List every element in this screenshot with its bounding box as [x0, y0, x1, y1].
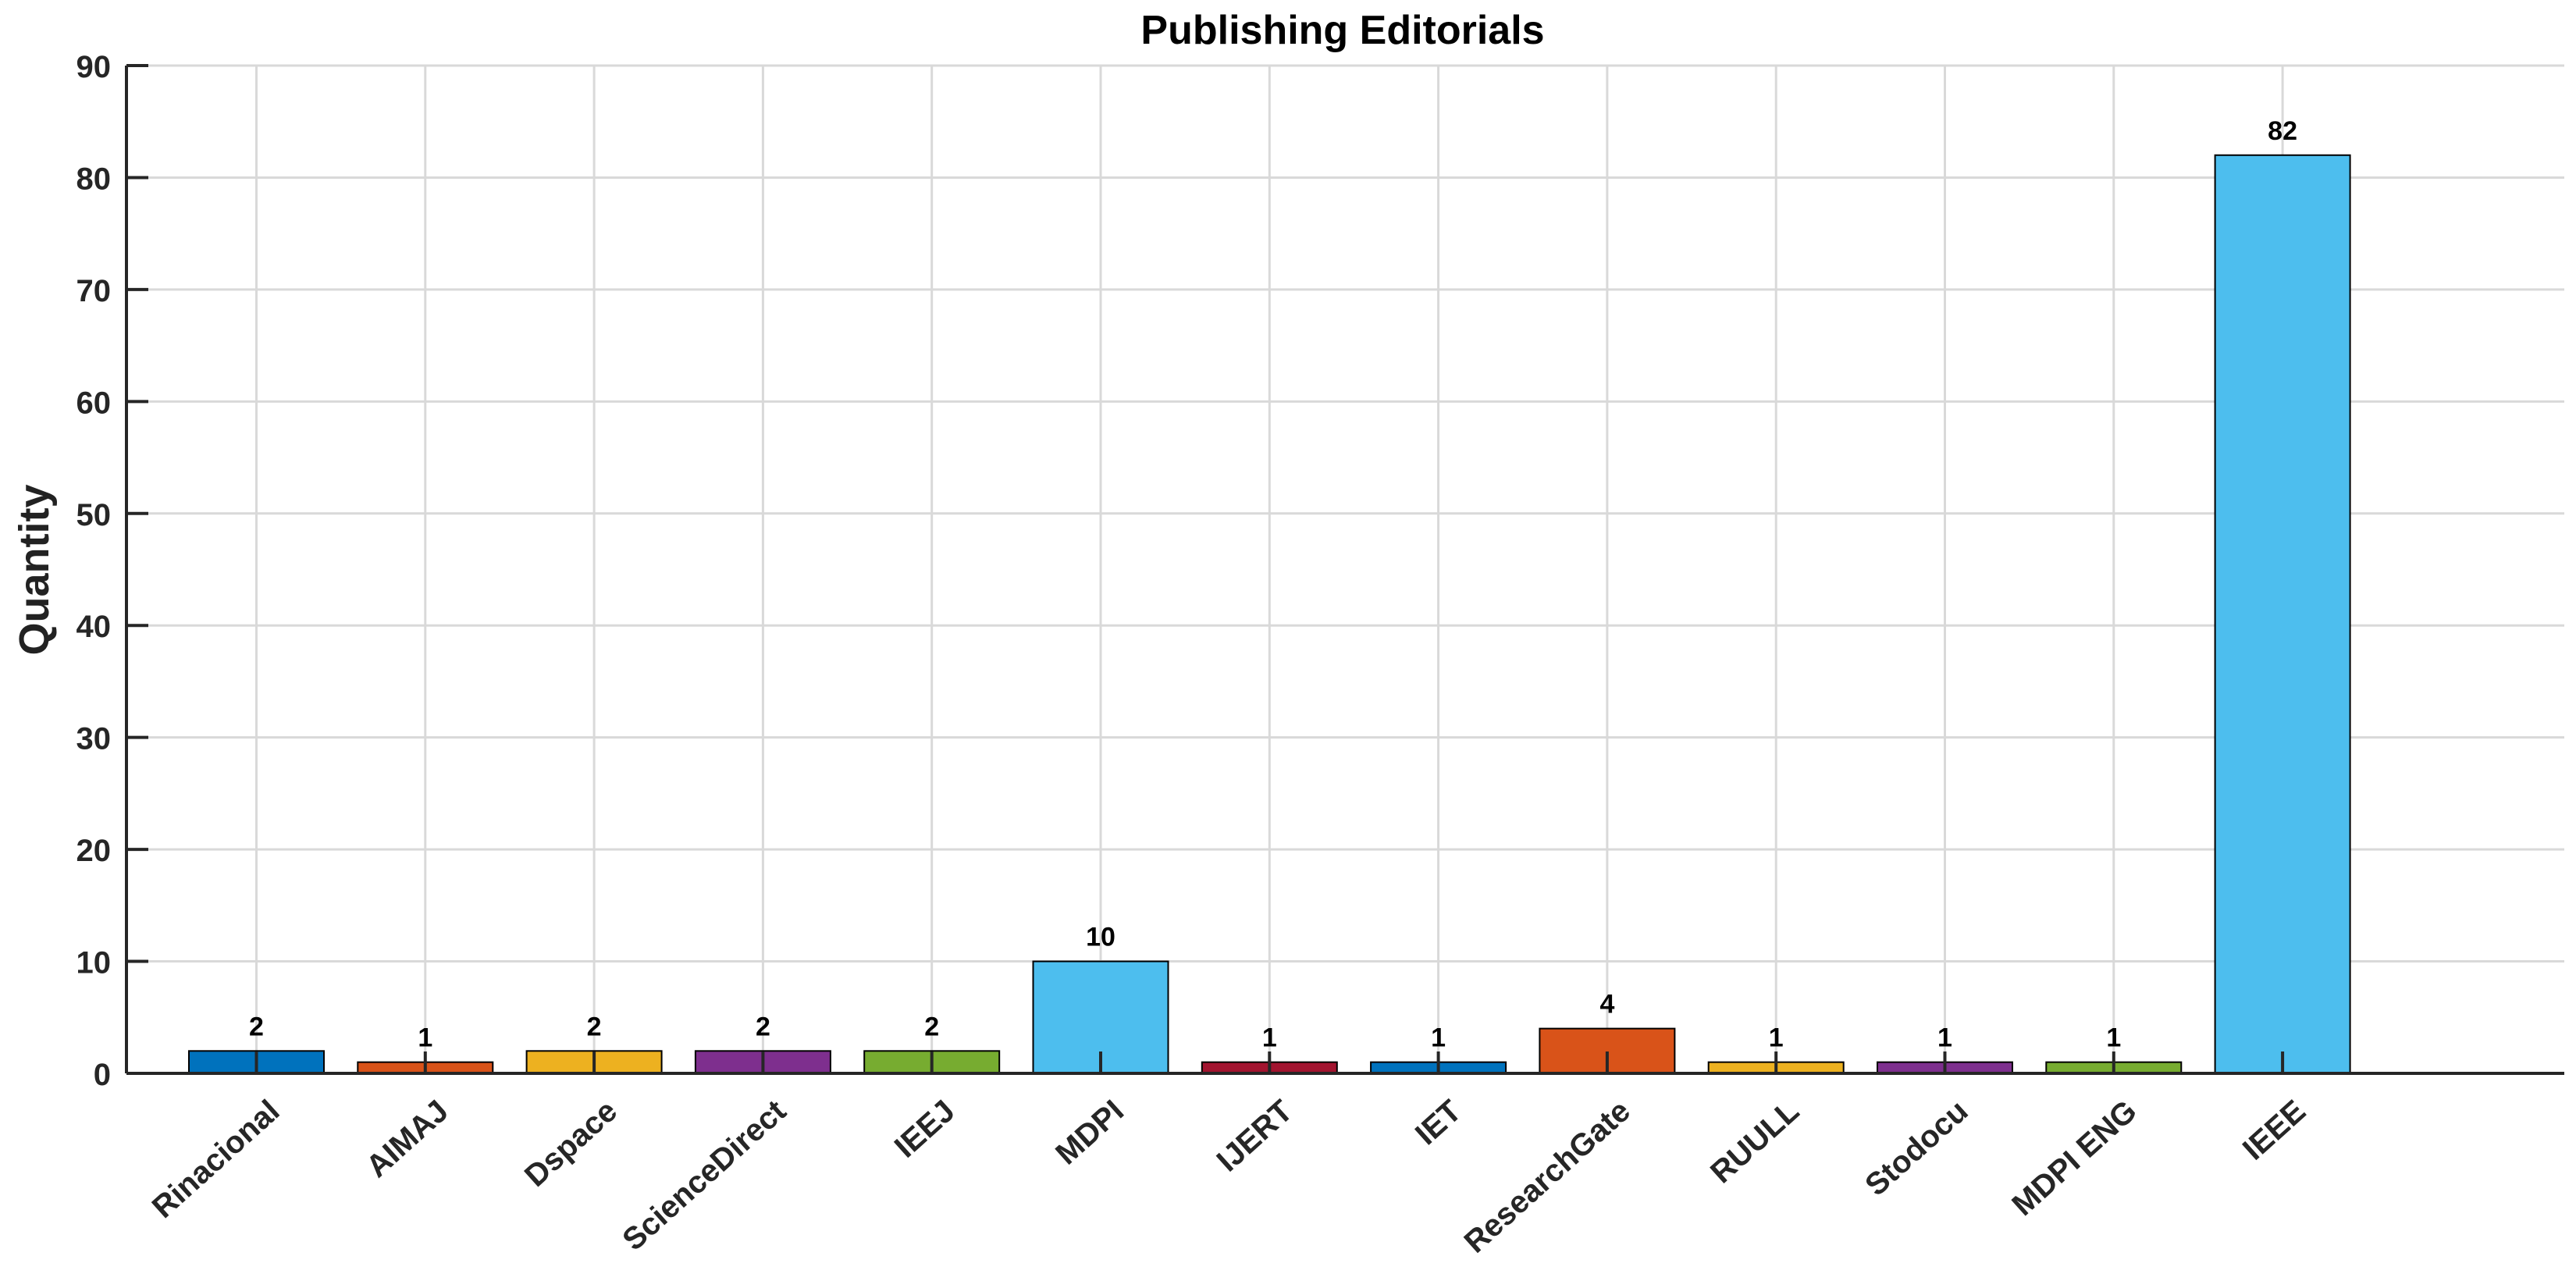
data-label: 1: [1262, 1023, 1277, 1053]
data-label: 1: [1769, 1023, 1784, 1053]
y-tick-label: 40: [76, 610, 112, 644]
data-label: 1: [418, 1023, 432, 1053]
data-label: 10: [1086, 923, 1115, 952]
data-label: 2: [924, 1012, 939, 1041]
data-label: 4: [1599, 990, 1614, 1019]
data-label: 1: [2106, 1023, 2121, 1053]
chart-title: Publishing Editorials: [1140, 8, 1544, 53]
y-tick-label: 0: [94, 1058, 111, 1092]
y-tick-label: 70: [76, 274, 112, 308]
y-tick-label: 30: [76, 722, 112, 756]
y-axis-title: Quantity: [11, 484, 58, 655]
data-label: 1: [1937, 1023, 1952, 1053]
y-tick-label: 50: [76, 498, 112, 532]
data-label: 2: [249, 1012, 264, 1041]
y-tick-label: 90: [76, 50, 112, 84]
data-label: 82: [2268, 116, 2297, 146]
data-label: 2: [756, 1012, 770, 1041]
bar: [2214, 154, 2351, 1074]
data-label: 2: [587, 1012, 602, 1041]
y-tick-label: 20: [76, 834, 112, 868]
data-label: 1: [1431, 1023, 1446, 1053]
y-tick-label: 60: [76, 386, 112, 420]
y-tick-label: 10: [76, 946, 112, 980]
y-tick-label: 80: [76, 162, 112, 196]
